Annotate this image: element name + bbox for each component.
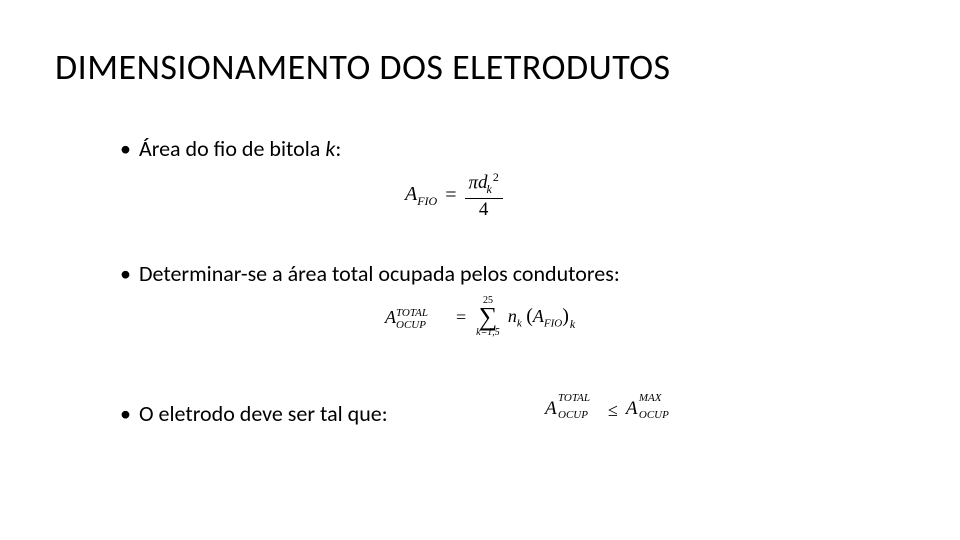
equals-icon: =: [452, 307, 470, 328]
f2-outer-sub: k: [570, 317, 575, 331]
f2-A-sub: FIO: [544, 317, 562, 329]
summation-icon: 25 ∑ k=1,5: [476, 296, 500, 338]
slide-title: DIMENSIONAMENTO DOS ELETRODUTOS: [55, 45, 671, 89]
f1-d-sup: 2: [493, 170, 499, 184]
f2-sum-lower: k=1,5: [476, 328, 500, 338]
f3-left-sub: OCUP: [558, 409, 588, 421]
bullet-1-text-prefix: Área do fio de bitola: [139, 135, 325, 162]
slide: DIMENSIONAMENTO DOS ELETRODUTOS • Área d…: [0, 0, 960, 540]
formula-1-lhs: AFIO: [405, 183, 437, 209]
bullet-2: • Determinar-se a área total ocupada pel…: [120, 260, 640, 287]
f3-left-term: A TOTAL OCUP: [545, 398, 600, 420]
f1-lhs-sym: A: [405, 183, 417, 205]
f3-right-sym: A: [626, 398, 638, 419]
formula-area-fio: AFIO = πdk2 4: [405, 170, 503, 221]
f3-left-sup: TOTAL: [558, 392, 590, 404]
f2-lhs-sym: A: [385, 307, 396, 327]
f3-right-sup: MAX: [639, 392, 662, 404]
f2-n: n: [508, 306, 517, 326]
f2-rhs: nk (AFIO)k: [508, 305, 574, 330]
f1-lhs-sub: FIO: [417, 194, 437, 208]
f2-n-sub: k: [517, 317, 522, 329]
bullet-1-variable: k: [325, 135, 335, 162]
formula-area-total: ATOTALOCUP = 25 ∑ k=1,5 nk (AFIO)k: [385, 296, 574, 338]
bullet-dot-icon: •: [120, 400, 134, 427]
f3-right-term: A MAX OCUP: [626, 398, 674, 420]
f2-lhs-sup: TOTAL: [396, 307, 428, 319]
bullet-dot-icon: •: [120, 260, 134, 287]
formula-inequality: A TOTAL OCUP ≤ A MAX OCUP: [545, 398, 674, 420]
leq-icon: ≤: [604, 400, 622, 421]
f3-right-sub: OCUP: [639, 409, 669, 421]
f1-numerator: πdk2: [465, 170, 503, 199]
bullet-3-text: O eletrodo deve ser tal que:: [139, 400, 388, 427]
f2-A: A: [533, 306, 544, 326]
right-paren-icon: ): [562, 305, 569, 327]
f2-lhs-sub: OCUP: [396, 319, 426, 331]
f1-denominator: 4: [465, 199, 503, 221]
bullet-3: • O eletrodo deve ser tal que:: [120, 400, 388, 427]
sigma-icon: ∑: [476, 306, 500, 328]
f2-lhs: ATOTALOCUP: [385, 307, 426, 328]
f3-left-sym: A: [545, 398, 557, 419]
left-paren-icon: (: [526, 305, 533, 327]
bullet-1-text-suffix: :: [335, 135, 341, 162]
bullet-1: • Área do fio de bitola k:: [120, 135, 341, 162]
bullet-2-text: Determinar-se a área total ocupada pelos…: [134, 260, 620, 287]
equals-icon: =: [441, 184, 460, 207]
f1-pi: π: [469, 172, 479, 193]
bullet-dot-icon: •: [120, 135, 134, 162]
formula-1-fraction: πdk2 4: [465, 170, 503, 221]
f1-d-sub: k: [487, 182, 492, 196]
